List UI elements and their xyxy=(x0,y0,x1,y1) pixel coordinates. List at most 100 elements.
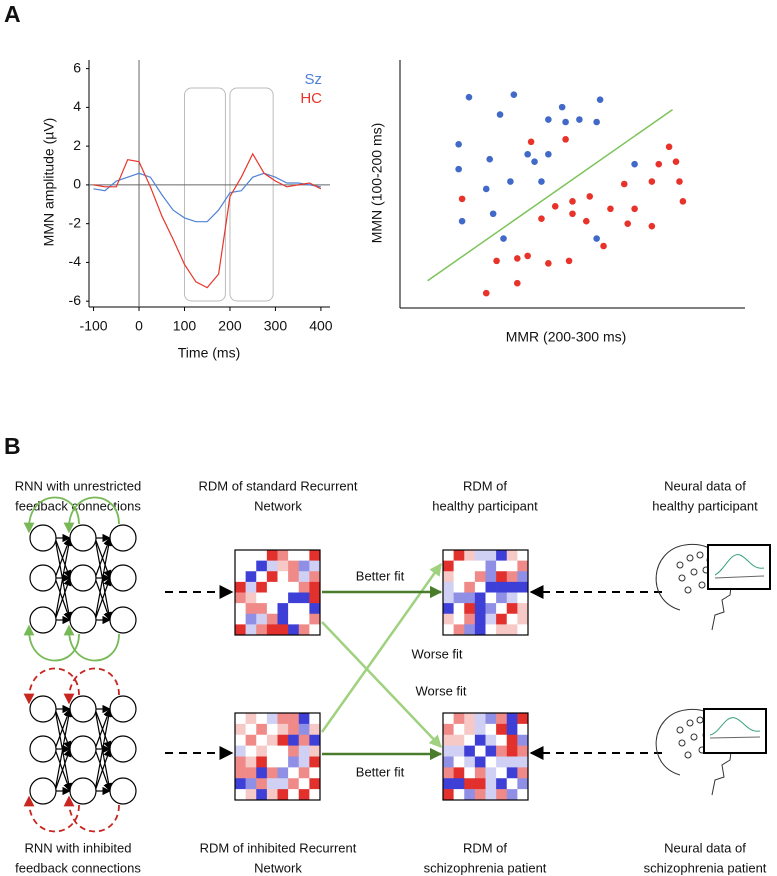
point xyxy=(482,185,490,193)
caption: healthy participant xyxy=(652,498,758,513)
point xyxy=(524,252,531,260)
neuron xyxy=(109,606,137,634)
point xyxy=(562,118,569,126)
rdm-cell xyxy=(506,713,518,725)
rdm-cell xyxy=(298,571,310,583)
rdm-cell xyxy=(443,745,454,757)
rdm-cell xyxy=(496,723,508,736)
rdm-cell xyxy=(506,723,518,736)
x-tick-label: 200 xyxy=(218,318,242,334)
rdm-cell xyxy=(266,624,278,636)
connection xyxy=(94,577,112,621)
rdm-cell xyxy=(298,560,310,572)
rdm-cell xyxy=(256,592,268,604)
rdm xyxy=(234,712,321,801)
rdm-cell xyxy=(309,592,321,604)
time-window xyxy=(183,87,226,302)
rdm-cell xyxy=(235,767,246,779)
neuron xyxy=(109,777,137,805)
panel-label: A xyxy=(4,1,21,27)
panel-label: B xyxy=(4,433,21,459)
feedback-loop xyxy=(23,667,80,705)
caption: healthy participant xyxy=(432,498,538,513)
rdm-cell xyxy=(474,571,486,583)
rdm-cell xyxy=(453,581,465,593)
rdm-cell xyxy=(266,767,278,779)
rdm-cell xyxy=(288,767,300,779)
feedback-loop xyxy=(23,496,80,534)
rdm-cell xyxy=(474,550,486,561)
caption: Network xyxy=(254,860,302,875)
y-tick-label: 2 xyxy=(73,137,81,153)
rdm-cell xyxy=(453,592,465,604)
rdm-cell xyxy=(453,778,465,790)
point xyxy=(538,178,545,185)
rdm-cell xyxy=(245,713,257,725)
rdm-cell xyxy=(256,723,268,736)
x-tick-label: 300 xyxy=(264,318,288,334)
rdm-cell xyxy=(245,767,257,779)
rdm-cell xyxy=(485,767,497,779)
neuron xyxy=(109,564,137,592)
rdm-cell xyxy=(443,581,454,593)
rdm-frame xyxy=(234,549,321,636)
rdm-cell xyxy=(443,723,454,736)
rdm-cell xyxy=(277,603,289,615)
connection xyxy=(94,537,113,621)
rdm-cell xyxy=(256,613,268,625)
rdm-cell xyxy=(517,778,529,790)
point xyxy=(569,198,576,205)
rdm-cell xyxy=(443,778,454,790)
rdm-cell xyxy=(464,550,476,561)
rdm-cell xyxy=(277,613,289,625)
point xyxy=(455,141,462,148)
rdm-cell xyxy=(517,624,529,636)
rdm-cell xyxy=(474,713,486,725)
series-line xyxy=(93,172,321,223)
rdm-cell xyxy=(496,778,508,790)
point xyxy=(648,222,656,230)
point xyxy=(676,178,683,185)
rdm-cell xyxy=(464,745,476,757)
rdm-cell xyxy=(245,603,257,615)
rdm-cell xyxy=(309,756,321,768)
rdm-cell xyxy=(496,789,508,801)
rdm-cell xyxy=(474,745,486,757)
rdm-cell xyxy=(288,550,300,561)
rdm-cell xyxy=(453,756,465,768)
point xyxy=(631,160,638,168)
rdm-cell xyxy=(464,734,476,746)
connection xyxy=(54,748,72,792)
rdm-cell xyxy=(288,613,300,625)
rdm-cell xyxy=(443,789,454,801)
rdm-cell xyxy=(256,756,268,768)
feedback-loop xyxy=(63,795,120,833)
rdm-cell xyxy=(288,789,300,801)
rdm-cell xyxy=(288,624,300,636)
rdm-cell xyxy=(464,789,476,801)
connection xyxy=(54,537,73,621)
rdm-cell xyxy=(298,745,310,757)
point xyxy=(531,158,538,165)
rdm-cell xyxy=(256,789,268,801)
rdm-cell xyxy=(235,789,246,801)
rdm-cell xyxy=(256,560,268,572)
rdm-cell xyxy=(309,745,321,757)
rdm-cell xyxy=(277,550,289,561)
point xyxy=(514,255,521,262)
rdm-cell xyxy=(506,734,518,746)
rdm-cell xyxy=(485,592,497,604)
caption: RNN with unrestricted xyxy=(15,478,141,493)
rdm-cell xyxy=(474,603,486,615)
caption: RNN with inhibited xyxy=(25,840,132,855)
caption: Neural data of xyxy=(664,478,746,493)
neuron xyxy=(29,695,57,723)
rdm-cell xyxy=(266,756,278,768)
connection xyxy=(54,708,73,792)
rdm-cell xyxy=(453,560,465,572)
caption: RDM of inhibited Recurrent xyxy=(200,840,357,855)
rdm-cell xyxy=(245,624,257,636)
rdm xyxy=(234,549,321,636)
rdm-cell xyxy=(245,571,257,583)
rdm-cell xyxy=(485,581,497,593)
